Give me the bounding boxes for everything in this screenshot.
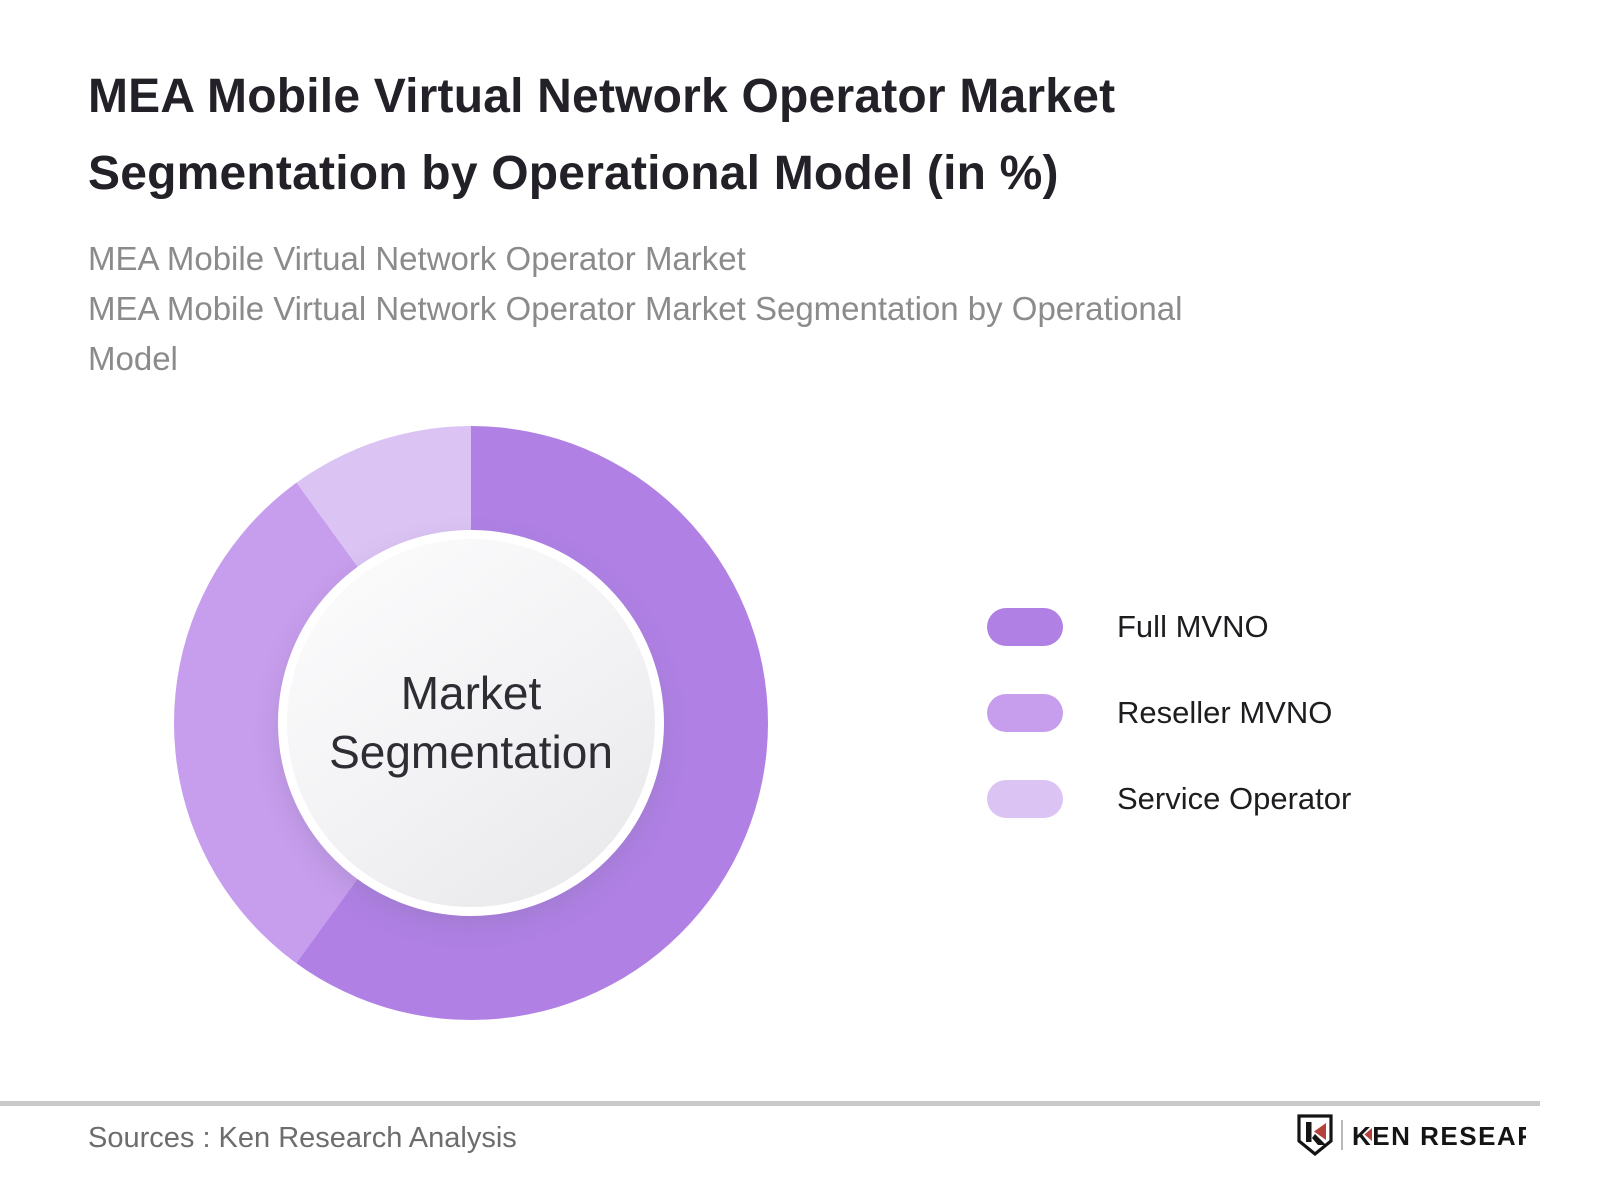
ken-research-wordmark: KEN RESEARCH [1352, 1121, 1526, 1151]
donut-center-label-line-1: Market [400, 667, 542, 719]
page-subtitle: MEA Mobile Virtual Network Operator Mark… [88, 234, 1182, 384]
legend-label-reseller-mvno: Reseller MVNO [1117, 695, 1333, 730]
logo-k-red-accent [1364, 1128, 1372, 1141]
page-subtitle-line-2: MEA Mobile Virtual Network Operator Mark… [88, 290, 1183, 327]
ken-research-logo: KEN RESEARCH [1296, 1114, 1577, 1157]
legend-swatch-service-operator [987, 780, 1063, 818]
page-subtitle-line-1: MEA Mobile Virtual Network Operator Mark… [88, 240, 746, 277]
legend-label-service-operator: Service Operator [1117, 781, 1352, 816]
donut-chart: Market Segmentation [174, 426, 768, 1020]
logo-separator [1341, 1120, 1343, 1150]
legend-swatch-reseller-mvno [987, 694, 1063, 732]
page-subtitle-line-3: Model [88, 340, 178, 377]
legend-swatch-full-mvno [987, 608, 1063, 646]
ken-research-shield-icon [1297, 1114, 1333, 1157]
legend-item-service-operator: Service Operator [987, 780, 1351, 818]
page-title-line-2: Segmentation by Operational Model (in %) [88, 147, 1059, 200]
page-title-line-1: MEA Mobile Virtual Network Operator Mark… [88, 70, 1116, 123]
legend-label-full-mvno: Full MVNO [1117, 609, 1269, 644]
donut-center-label-line-2: Segmentation [329, 726, 613, 778]
ken-research-logo-svg: KEN RESEARCH [1297, 1114, 1577, 1157]
page-title: MEA Mobile Virtual Network Operator Mark… [88, 58, 1115, 212]
legend: Full MVNO Reseller MVNO Service Operator [987, 608, 1351, 818]
footer-divider [0, 1101, 1540, 1106]
source-note: Sources : Ken Research Analysis [88, 1122, 517, 1154]
donut-center-label: Market Segmentation [329, 664, 613, 782]
legend-item-reseller-mvno: Reseller MVNO [987, 694, 1351, 732]
legend-item-full-mvno: Full MVNO [987, 608, 1351, 646]
donut-center: Market Segmentation [278, 530, 664, 916]
